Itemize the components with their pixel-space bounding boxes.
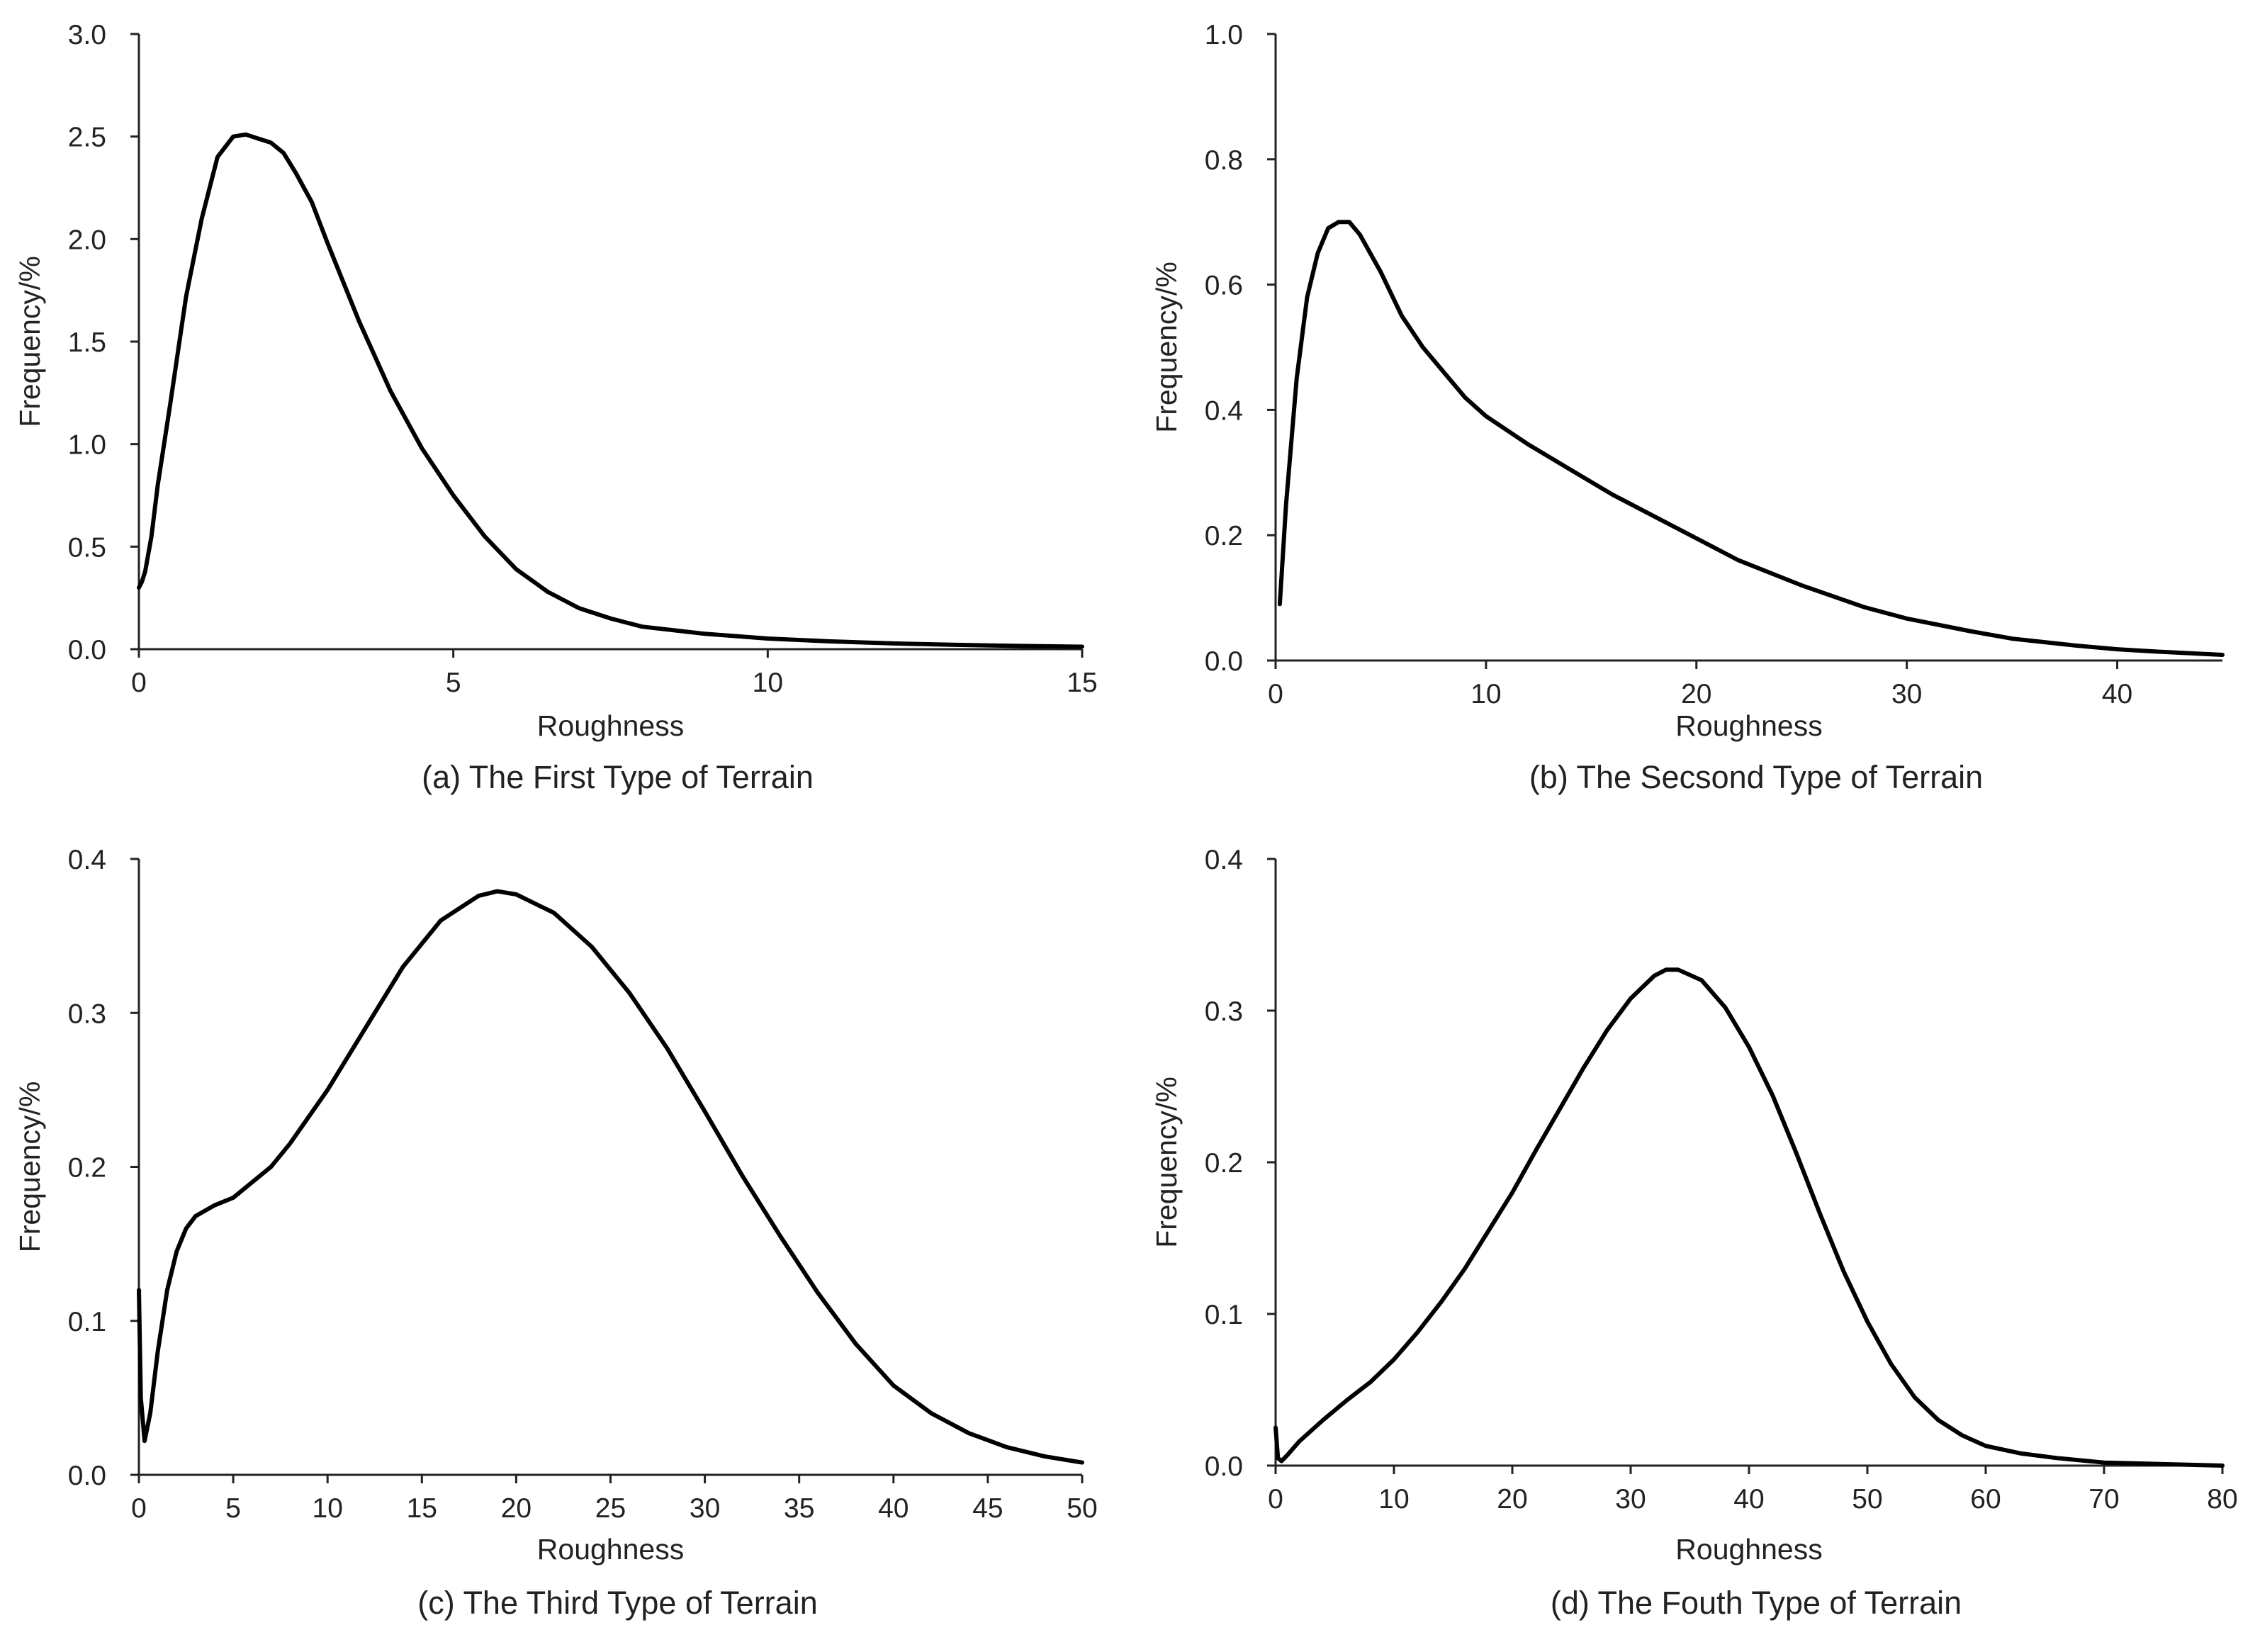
y-tick-label: 2.0 [68,225,106,255]
x-tick-label: 0 [1268,679,1283,709]
series-line-2 [1277,220,2225,657]
chart-panel-3: 0.0 0.1 0.2 0.3 0.4 0 5 10 15 20 25 30 35 40 45 50 Rough… [13,845,1098,1621]
x-tick-label: 0 [131,1493,147,1524]
x-tick-label: 20 [1497,1484,1527,1515]
y-axis-label: Frequency/% [13,1081,46,1253]
x-tick-label: 35 [784,1493,814,1524]
y-tick-label: 0.3 [1205,996,1243,1027]
y-tick-label: 0.4 [68,845,106,875]
y-tick-label: 0.2 [1205,521,1243,551]
x-tick-label: 40 [1733,1484,1764,1515]
x-tick-label: 50 [1852,1484,1882,1515]
y-tick-label: 0.4 [1205,395,1243,426]
y-tick-label: 0.8 [1205,145,1243,176]
x-tick-label: 30 [1615,1484,1646,1515]
x-tick-label: 0 [1268,1484,1283,1515]
series-line-3 [137,889,1084,1465]
x-axis-label: Roughness [537,1533,684,1566]
chart-panel-4: 0.0 0.1 0.2 0.3 0.4 0 10 20 30 40 50 60 70 80 Roughnes… [1150,845,2238,1621]
x-tick-label: 40 [2102,679,2132,709]
y-tick-label: 3.0 [68,20,106,50]
x-tick-label: 30 [690,1493,720,1524]
x-tick-label: 5 [225,1493,241,1524]
chart-caption: (b) The Secsond Type of Terrain [1529,759,1983,795]
x-tick-label: 0 [131,668,147,698]
series-line-1 [137,132,1084,649]
x-axis-label: Roughness [1675,709,1822,742]
y-axis-label: Frequency/% [1150,262,1183,433]
x-tick-label: 40 [878,1493,909,1524]
y-tick-label: 0.0 [68,635,106,665]
y-tick-label: 1.5 [68,327,106,358]
x-tick-label: 80 [2207,1484,2237,1515]
y-tick-label: 1.0 [68,430,106,461]
x-tick-label: 5 [446,668,461,698]
x-axis-label: Roughness [537,709,684,742]
chart-caption: (a) The First Type of Terrain [422,759,814,795]
y-tick-label: 0.6 [1205,271,1243,301]
y-tick-label: 0.2 [1205,1148,1243,1179]
x-tick-label: 15 [407,1493,437,1524]
y-axis-label: Frequency/% [13,256,46,427]
x-tick-label: 10 [1470,679,1501,709]
y-tick-label: 0.3 [68,999,106,1029]
y-tick-label: 0.0 [1205,1451,1243,1482]
chart-panel-2: 0.0 0.2 0.4 0.6 0.8 1.0 0 10 20 30 40 Roughness Freq… [1150,20,2225,795]
y-axis-label: Frequency/% [1150,1077,1183,1248]
y-tick-label: 1.0 [1205,20,1243,50]
x-tick-label: 45 [972,1493,1003,1524]
x-axis-label: Roughness [1675,1533,1822,1566]
x-tick-label: 20 [1681,679,1711,709]
y-tick-label: 0.5 [68,532,106,563]
x-tick-label: 25 [595,1493,626,1524]
x-tick-label: 70 [2088,1484,2119,1515]
x-tick-label: 15 [1067,668,1097,698]
x-tick-label: 10 [753,668,783,698]
y-tick-label: 0.4 [1205,845,1243,875]
y-tick-label: 0.0 [1205,646,1243,677]
y-tick-label: 0.0 [68,1461,106,1491]
chart-caption: (d) The Fouth Type of Terrain [1551,1585,1962,1621]
y-tick-label: 0.1 [1205,1300,1243,1330]
x-tick-label: 50 [1067,1493,1097,1524]
x-tick-label: 60 [1970,1484,2001,1515]
y-tick-label: 2.5 [68,123,106,153]
x-tick-label: 10 [313,1493,343,1524]
series-line-4 [1273,967,2225,1468]
y-tick-label: 0.1 [68,1307,106,1337]
x-tick-label: 10 [1378,1484,1409,1515]
x-tick-label: 20 [501,1493,532,1524]
chart-panel-1: 0.0 0.5 1.0 1.5 2.0 2.5 3.0 0 5 10 15 Roughness Freq… [13,20,1098,795]
x-tick-label: 30 [1891,679,1922,709]
y-tick-label: 0.2 [68,1153,106,1184]
chart-caption: (c) The Third Type of Terrain [417,1585,817,1621]
